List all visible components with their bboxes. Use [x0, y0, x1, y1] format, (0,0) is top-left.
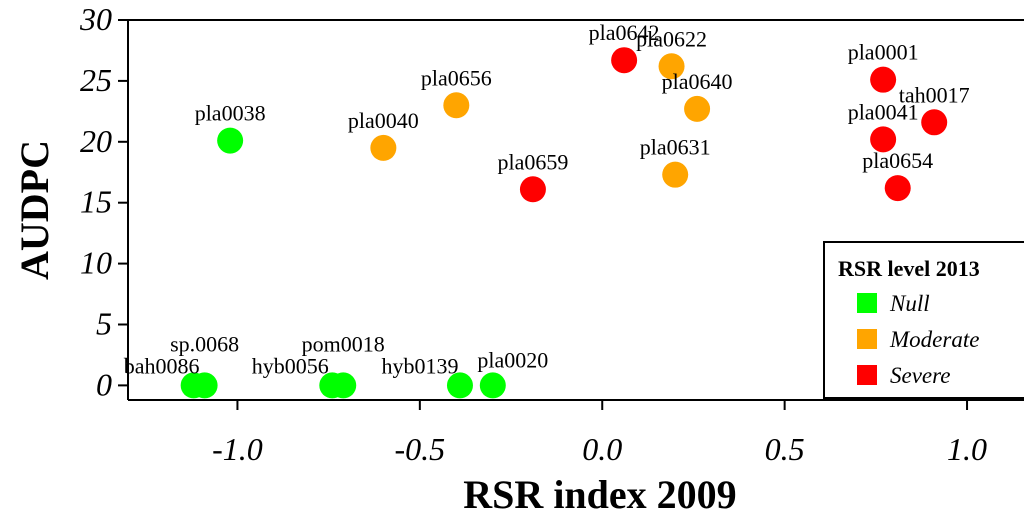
data-point — [921, 109, 948, 136]
x-tick-label: -1.0 — [212, 431, 263, 467]
y-tick-label: 25 — [80, 62, 112, 98]
point-label: pla0001 — [848, 40, 919, 65]
legend-swatch — [857, 293, 877, 313]
data-point — [884, 175, 911, 202]
point-label: pla0642 — [589, 20, 660, 45]
x-tick-label: 0.0 — [582, 431, 622, 467]
legend-label: Severe — [890, 363, 950, 388]
point-label: pla0038 — [195, 101, 266, 126]
data-point — [611, 47, 638, 74]
x-tick-label: 1.0 — [947, 431, 987, 467]
data-point — [519, 176, 546, 203]
point-label: sp.0068 — [170, 331, 239, 356]
data-point — [319, 372, 346, 399]
x-axis-title: RSR index 2009 — [463, 472, 736, 512]
point-label: pla0041 — [848, 99, 919, 124]
data-point — [217, 127, 244, 154]
data-point — [684, 95, 711, 122]
point-label: pom0018 — [302, 331, 385, 356]
point-label: pla0640 — [662, 69, 733, 94]
point-label: pla0659 — [497, 149, 568, 174]
point-label: pla0656 — [421, 65, 492, 90]
data-point — [870, 66, 897, 93]
data-point — [370, 134, 397, 161]
point-label: bah0086 — [124, 353, 200, 378]
data-point — [446, 372, 473, 399]
point-label: pla0040 — [348, 108, 419, 133]
plot-area: 0 5 10 15 20 25 30 -1.0 -0.5 0.0 0.5 1.0 pla0038 sp.0… — [79, 1, 1024, 467]
y-tick-label: 30 — [79, 1, 112, 37]
data-point — [658, 53, 685, 80]
y-tick-label: 15 — [80, 184, 112, 220]
data-point — [662, 161, 689, 188]
legend-label: Moderate — [889, 327, 979, 352]
y-axis-title: AUDPC — [12, 140, 57, 280]
y-tick-label: 10 — [80, 245, 112, 281]
data-point — [479, 372, 506, 399]
y-tick-label: 5 — [96, 305, 112, 341]
point-label: tah0017 — [899, 82, 970, 107]
data-point — [870, 126, 897, 153]
legend-swatch — [857, 365, 877, 385]
point-label: pla0631 — [640, 135, 711, 160]
x-tick-label: 0.5 — [765, 431, 805, 467]
y-tick-label: 0 — [96, 366, 112, 402]
point-label: pla0020 — [477, 347, 548, 372]
point-label: pla0654 — [862, 148, 933, 173]
legend-swatch — [857, 329, 877, 349]
point-label: hyb0056 — [252, 353, 329, 378]
data-point — [180, 372, 207, 399]
legend-label: Null — [889, 291, 930, 316]
legend-title: RSR level 2013 — [838, 256, 980, 281]
data-point — [443, 92, 470, 119]
x-tick-label: -0.5 — [395, 431, 446, 467]
legend: RSR level 2013 Null Moderate Severe — [823, 241, 1024, 399]
y-tick-label: 20 — [80, 123, 112, 159]
point-label: hyb0139 — [381, 353, 458, 378]
point-label: pla0622 — [636, 26, 707, 51]
